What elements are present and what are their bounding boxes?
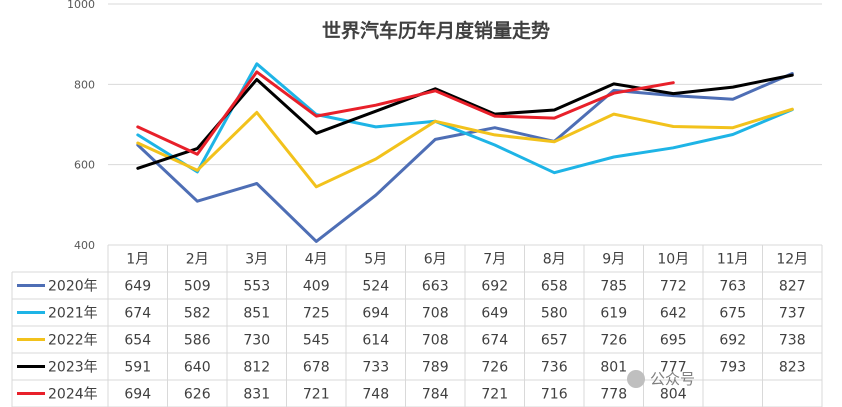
data-label: 649 xyxy=(124,279,151,295)
data-label: 692 xyxy=(481,279,508,295)
y-tick-label: 800 xyxy=(74,78,95,91)
data-label: 763 xyxy=(719,279,746,295)
data-label: 736 xyxy=(541,360,568,376)
series-line-5 xyxy=(136,70,675,156)
data-label: 692 xyxy=(719,333,746,349)
data-label: 804 xyxy=(660,387,687,403)
data-label: 793 xyxy=(719,360,746,376)
data-label: 726 xyxy=(481,360,508,376)
data-label: 708 xyxy=(422,333,449,349)
x-tick-label: 5月 xyxy=(364,252,387,268)
x-tick-label: 12月 xyxy=(776,252,808,268)
data-label: 674 xyxy=(481,333,508,349)
data-label: 582 xyxy=(184,306,211,322)
data-label: 591 xyxy=(124,360,151,376)
data-label: 733 xyxy=(362,360,389,376)
data-label: 524 xyxy=(362,279,389,295)
data-label: 509 xyxy=(184,279,211,295)
data-label: 748 xyxy=(362,387,389,403)
wechat-icon xyxy=(627,370,645,388)
data-label: 674 xyxy=(124,306,151,322)
data-label: 789 xyxy=(422,360,449,376)
data-label: 726 xyxy=(600,333,627,349)
x-tick-label: 8月 xyxy=(543,252,566,268)
data-label: 545 xyxy=(303,333,330,349)
data-label: 640 xyxy=(184,360,211,376)
legend-label: 2024年 xyxy=(48,387,98,403)
data-label: 694 xyxy=(124,387,151,403)
legend-label: 2021年 xyxy=(48,306,98,322)
data-label: 586 xyxy=(184,333,211,349)
legend-label: 2023年 xyxy=(48,360,98,376)
data-label: 716 xyxy=(541,387,568,403)
y-tick-label: 400 xyxy=(74,239,95,252)
series-line-2 xyxy=(136,62,794,175)
x-tick-label: 6月 xyxy=(424,252,447,268)
data-label: 614 xyxy=(362,333,389,349)
x-tick-label: 10月 xyxy=(657,252,689,268)
data-label: 626 xyxy=(184,387,211,403)
data-label: 663 xyxy=(422,279,449,295)
data-label: 812 xyxy=(243,360,270,376)
chart-title: 世界汽车历年月度销量走势 xyxy=(322,19,550,42)
data-label: 657 xyxy=(541,333,568,349)
data-label: 708 xyxy=(422,306,449,322)
data-label: 827 xyxy=(779,279,806,295)
data-label: 772 xyxy=(660,279,687,295)
data-label: 851 xyxy=(243,306,270,322)
x-tick-label: 11月 xyxy=(717,252,749,268)
data-label: 409 xyxy=(303,279,330,295)
data-label: 801 xyxy=(600,360,627,376)
data-label: 649 xyxy=(481,306,508,322)
data-label: 784 xyxy=(422,387,449,403)
watermark-text: 公众号 xyxy=(650,370,695,388)
data-label: 823 xyxy=(779,360,806,376)
series-line-3 xyxy=(136,107,794,189)
x-tick-label: 7月 xyxy=(483,252,506,268)
data-label: 831 xyxy=(243,387,270,403)
data-label: 658 xyxy=(541,279,568,295)
data-label: 619 xyxy=(600,306,627,322)
x-tick-label: 2月 xyxy=(186,252,209,268)
data-label: 737 xyxy=(779,306,806,322)
data-label: 785 xyxy=(600,279,627,295)
data-label: 642 xyxy=(660,306,687,322)
data-label: 580 xyxy=(541,306,568,322)
data-label: 738 xyxy=(779,333,806,349)
data-label: 730 xyxy=(243,333,270,349)
data-label: 695 xyxy=(660,333,687,349)
series-line-4 xyxy=(136,73,794,170)
watermark: 公众号 xyxy=(627,370,695,388)
data-label: 678 xyxy=(303,360,330,376)
legend-label: 2020年 xyxy=(48,279,98,295)
data-label: 777 xyxy=(660,360,687,376)
data-label: 553 xyxy=(243,279,270,295)
x-tick-label: 4月 xyxy=(305,252,328,268)
data-label: 675 xyxy=(719,306,746,322)
legend-label: 2022年 xyxy=(48,333,98,349)
data-label: 725 xyxy=(303,306,330,322)
x-tick-label: 9月 xyxy=(602,252,625,268)
data-label: 721 xyxy=(481,387,508,403)
data-label: 778 xyxy=(600,387,627,403)
x-tick-label: 3月 xyxy=(245,252,268,268)
y-tick-label: 600 xyxy=(74,159,95,172)
data-label: 694 xyxy=(362,306,389,322)
data-label: 654 xyxy=(124,333,151,349)
data-label: 721 xyxy=(303,387,330,403)
x-tick-label: 1月 xyxy=(126,252,149,268)
y-tick-label: 1000 xyxy=(67,0,95,11)
